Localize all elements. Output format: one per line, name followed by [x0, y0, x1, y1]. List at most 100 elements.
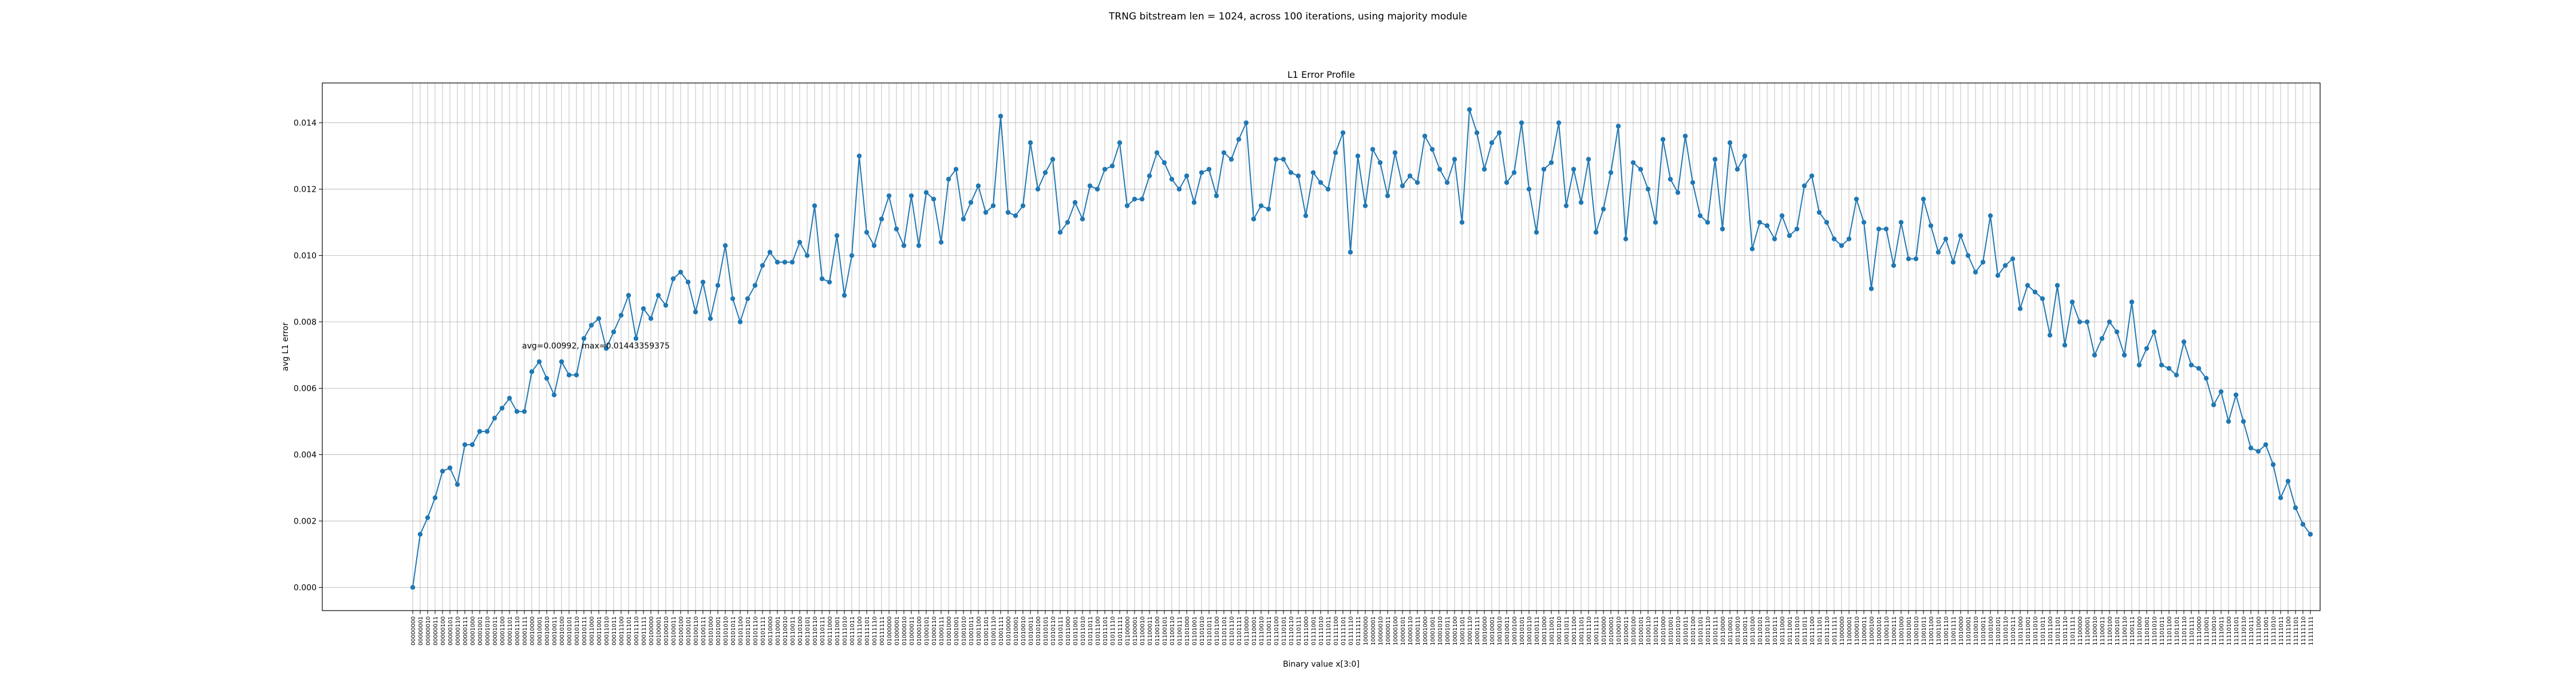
data-point — [1042, 170, 1048, 175]
x-tick-label: 10000011 — [1385, 616, 1392, 646]
x-tick-label: 11000101 — [1876, 616, 1883, 646]
data-point — [1727, 140, 1733, 145]
x-tick-label: 00011100 — [619, 616, 625, 646]
x-tick-label: 00100111 — [701, 616, 707, 646]
data-point — [581, 336, 587, 341]
x-tick-label: 01001011 — [969, 616, 975, 646]
data-point — [953, 167, 959, 172]
x-tick-label: 00101010 — [723, 616, 729, 646]
data-point — [1467, 107, 1472, 112]
x-tick-label: 01010111 — [1058, 616, 1064, 646]
x-tick-label: 01100011 — [1147, 616, 1153, 646]
x-tick-label: 10011000 — [1542, 616, 1548, 646]
x-tick-label: 10110110 — [1765, 616, 1771, 646]
x-tick-label: 11101000 — [2137, 616, 2143, 646]
data-point — [1348, 250, 1353, 255]
x-tick-label: 10110000 — [1720, 616, 1726, 646]
data-point — [2121, 353, 2127, 358]
data-point — [1281, 157, 1286, 162]
x-tick-label: 11101011 — [2159, 616, 2166, 646]
data-point — [1199, 170, 1204, 175]
x-tick-label: 11000010 — [1854, 616, 1860, 646]
x-tick-label: 00110001 — [775, 616, 781, 646]
x-tick-label: 10111110 — [1824, 616, 1831, 646]
data-point — [998, 113, 1003, 119]
data-point — [1973, 270, 1978, 275]
data-point — [879, 216, 884, 221]
data-point — [1601, 207, 1606, 212]
data-point — [827, 279, 832, 285]
data-point — [1065, 220, 1070, 225]
x-tick-label: 10100111 — [1653, 616, 1660, 646]
data-point — [1028, 140, 1033, 145]
x-tick-label: 11000011 — [1862, 616, 1868, 646]
data-point — [1682, 133, 1688, 138]
data-point — [2233, 392, 2239, 398]
x-tick-label: 00000110 — [455, 616, 461, 646]
x-tick-label: 10010101 — [1519, 616, 1526, 646]
data-point — [983, 209, 989, 215]
data-point — [1586, 157, 1591, 162]
x-tick-label: 10101110 — [1705, 616, 1712, 646]
x-tick-label: 11100101 — [2115, 616, 2121, 646]
x-tick-label: 00010111 — [582, 616, 588, 646]
data-point — [1876, 226, 1882, 232]
x-tick-label: 00101101 — [745, 616, 752, 646]
annotation-text: avg=0.00992, max=0.01443359375 — [522, 342, 670, 351]
data-point — [1005, 209, 1011, 215]
x-tick-label: 00100010 — [663, 616, 670, 646]
data-point — [1035, 187, 1041, 192]
data-point — [1072, 200, 1078, 205]
x-tick-label: 10101000 — [1661, 616, 1667, 646]
data-point — [789, 259, 795, 265]
x-tick-label: 00101001 — [716, 616, 722, 646]
data-point — [603, 346, 609, 351]
x-tick-label: 01110011 — [1266, 616, 1273, 646]
data-point — [2308, 532, 2313, 537]
data-point — [849, 253, 855, 258]
data-point — [871, 243, 877, 248]
x-tick-label: 01110101 — [1281, 616, 1287, 646]
x-tick-label: 11010101 — [1996, 616, 2002, 646]
x-tick-label: 11111001 — [2263, 616, 2270, 646]
x-tick-label: 10100110 — [1646, 616, 1652, 646]
data-point — [975, 183, 981, 188]
data-point — [1668, 176, 1673, 182]
data-point — [923, 190, 929, 195]
data-point — [641, 306, 646, 311]
data-point — [2040, 296, 2045, 302]
x-tick-label: 11111000 — [2256, 616, 2262, 646]
data-point — [2017, 306, 2023, 311]
data-point — [1385, 193, 1390, 199]
data-point — [596, 316, 602, 321]
data-point — [521, 409, 527, 414]
data-point — [514, 409, 520, 414]
x-tick-label: 01011001 — [1073, 616, 1079, 646]
data-point — [2025, 283, 2030, 288]
data-point — [1653, 220, 1658, 225]
series-line — [412, 109, 2311, 588]
data-point — [1147, 173, 1152, 179]
x-tick-label: 10011111 — [1594, 616, 1600, 646]
x-tick-label: 10101100 — [1690, 616, 1697, 646]
x-tick-label: 00010000 — [530, 616, 536, 646]
x-tick-label: 00111010 — [842, 616, 848, 646]
data-point — [1921, 196, 1926, 202]
x-tick-label: 11000001 — [1847, 616, 1853, 646]
x-tick-label: 11101110 — [2182, 616, 2188, 646]
x-tick-label: 01001010 — [961, 616, 967, 646]
data-point — [1593, 229, 1599, 235]
data-point — [782, 259, 788, 265]
x-tick-label: 01100000 — [1125, 616, 1131, 646]
x-tick-label: 11100100 — [2107, 616, 2113, 646]
data-point — [1080, 216, 1085, 221]
data-point — [1184, 173, 1190, 179]
x-tick-label: 00111000 — [827, 616, 833, 646]
data-point — [2002, 263, 2008, 268]
x-tick-label: 01001001 — [954, 616, 960, 646]
x-tick-label: 10101001 — [1668, 616, 1674, 646]
data-point — [1831, 236, 1837, 241]
data-point — [1645, 187, 1651, 192]
data-point — [1735, 167, 1740, 172]
